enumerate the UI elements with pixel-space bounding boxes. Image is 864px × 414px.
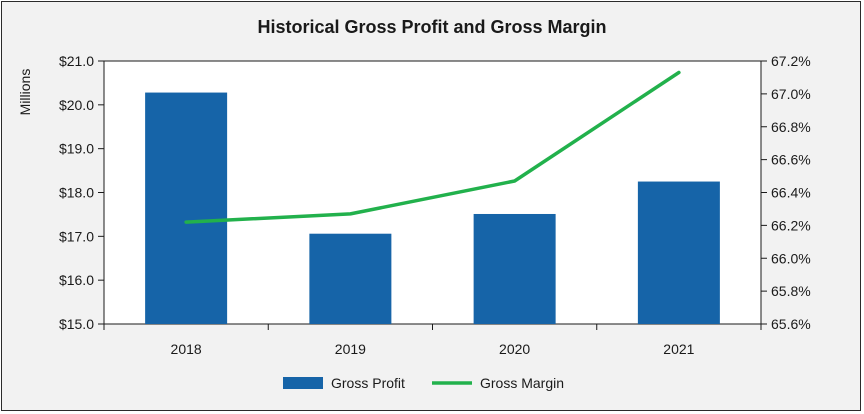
y-right-tick-label: 65.8% <box>771 283 811 299</box>
y-left-tick-label: $20.0 <box>59 97 94 113</box>
y-left-tick-label: $18.0 <box>59 185 94 201</box>
chart-title: Historical Gross Profit and Gross Margin <box>257 17 606 37</box>
y-left-axis-label: Millions <box>17 69 33 116</box>
y-left-tick-label: $15.0 <box>59 316 94 332</box>
y-left-tick-label: $16.0 <box>59 272 94 288</box>
y-left-tick-label: $19.0 <box>59 141 94 157</box>
y-right-tick-label: 66.6% <box>771 152 811 168</box>
y-left-tick-label: $17.0 <box>59 228 94 244</box>
bar-gross-profit-2019 <box>309 233 392 324</box>
y-right-tick-label: 66.2% <box>771 217 811 233</box>
y-right-tick-label: 66.4% <box>771 185 811 201</box>
y-right-tick-label: 66.8% <box>771 119 811 135</box>
line-gross-margin <box>184 70 681 224</box>
legend-label-gross-profit: Gross Profit <box>331 375 405 391</box>
x-tick-label: 2020 <box>499 341 530 357</box>
y-left-tick-label: $21.0 <box>59 53 94 69</box>
y-right-tick-label: 67.0% <box>771 86 811 102</box>
bar-gross-profit-2020 <box>473 213 556 324</box>
x-tick-label: 2021 <box>663 341 694 357</box>
y-right-tick-label: 65.6% <box>771 316 811 332</box>
y-right-tick-label: 67.2% <box>771 53 811 69</box>
x-tick-label: 2019 <box>335 341 366 357</box>
legend-swatch-gross-profit <box>283 377 323 389</box>
y-right-tick-label: 66.0% <box>771 250 811 266</box>
bar-gross-profit-2021 <box>637 181 720 324</box>
bar-gross-profit-2018 <box>145 92 228 324</box>
x-tick-label: 2018 <box>171 341 202 357</box>
legend-label-gross-margin: Gross Margin <box>480 375 564 391</box>
